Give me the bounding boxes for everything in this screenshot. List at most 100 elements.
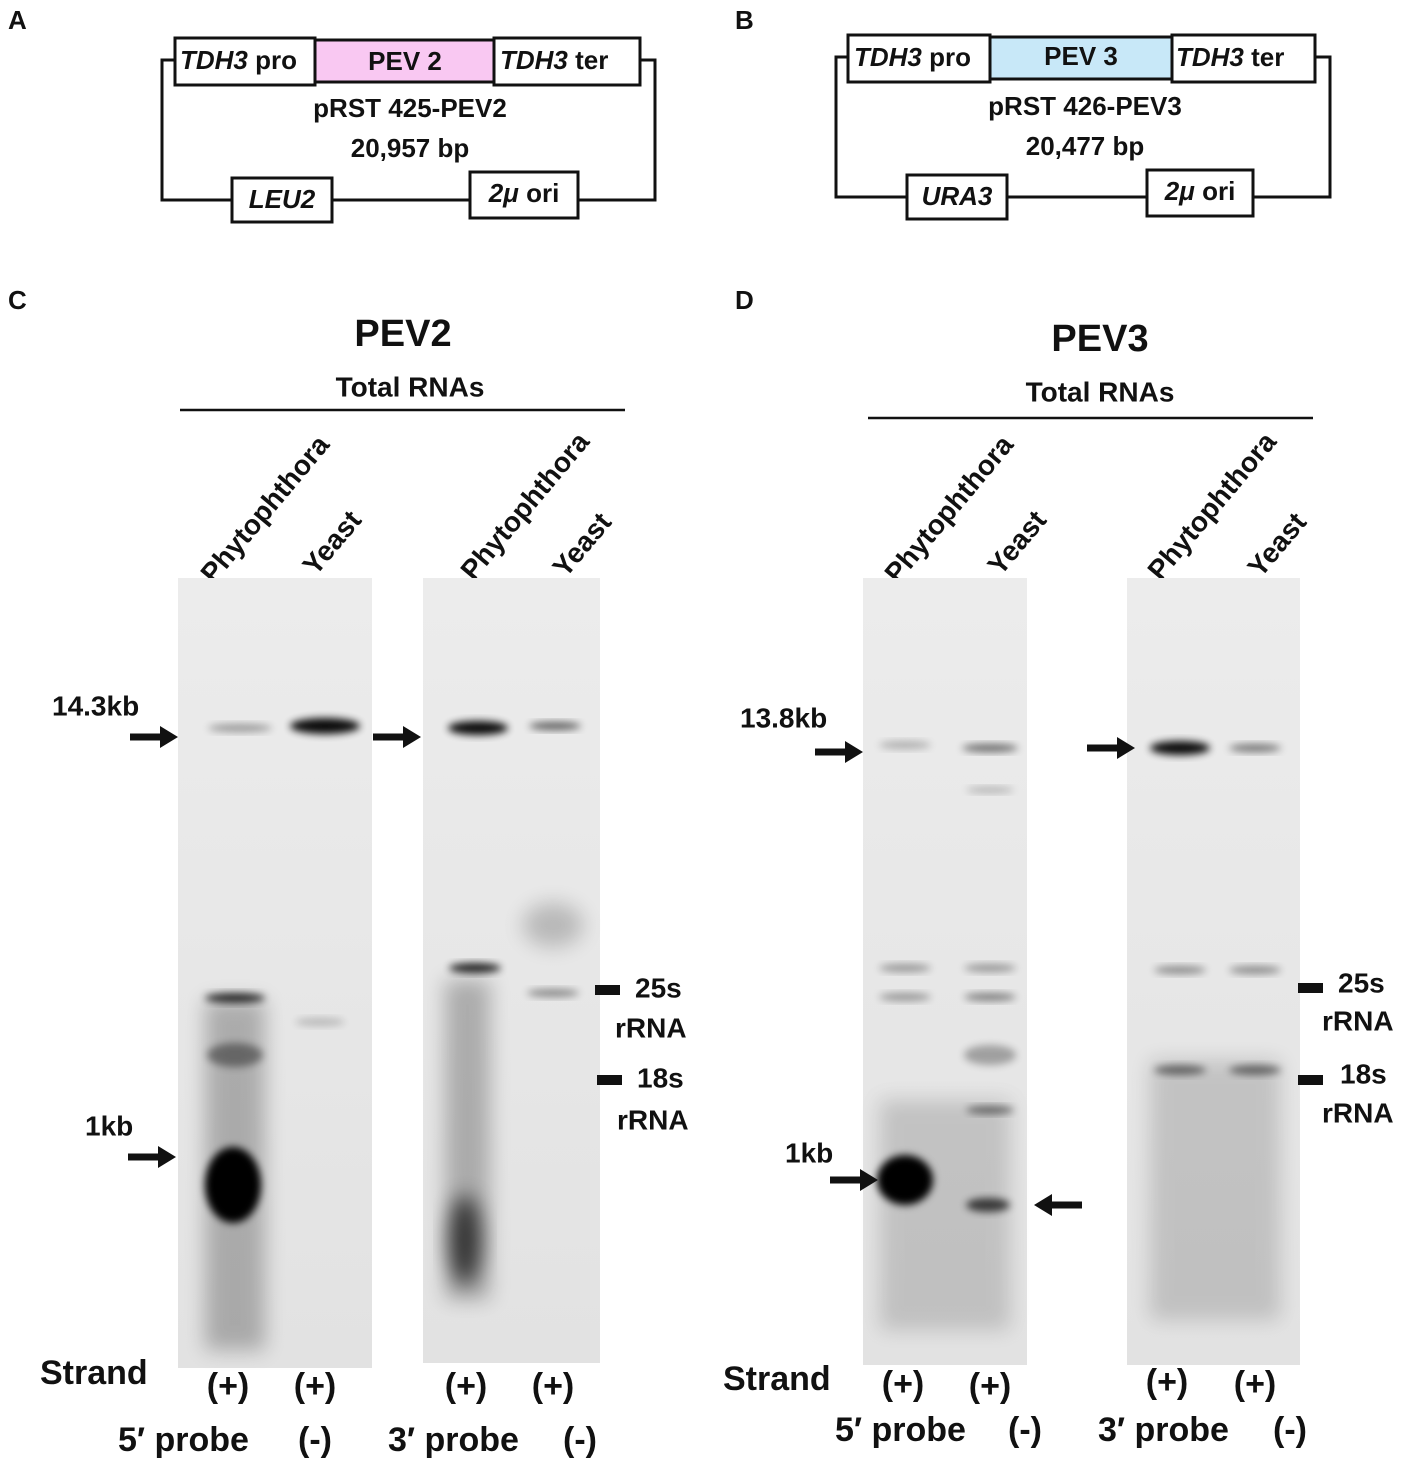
band [529, 722, 581, 730]
band [966, 787, 1014, 793]
band [527, 989, 579, 997]
probe-name: 5′ probe [118, 1421, 249, 1459]
band [964, 993, 1016, 1001]
band [523, 903, 583, 947]
band [966, 1198, 1010, 1212]
origin-box [468, 170, 580, 220]
rrna-label: rRNA [617, 1104, 689, 1135]
band [295, 1018, 345, 1026]
band [1229, 744, 1281, 752]
arrow [815, 741, 863, 763]
marker-label: URA3 [922, 181, 993, 211]
band [879, 993, 931, 1001]
band [1229, 966, 1281, 974]
suffix: pro [929, 42, 971, 72]
marker-box [905, 173, 1009, 221]
rrna-dash [595, 985, 620, 995]
rrna-name: 25s [635, 972, 682, 1003]
blot-subtitle: Total RNAs [1026, 376, 1175, 407]
rrna-label: rRNA [1322, 1005, 1394, 1036]
band [1150, 741, 1210, 755]
insert-label: PEV 2 [368, 46, 442, 76]
band [208, 724, 272, 732]
terminator-box [1170, 33, 1317, 84]
probe-sign: (-) [298, 1421, 332, 1459]
plasmid-name: pRST 425-PEV2 [313, 93, 507, 123]
prefix: 2μ [488, 178, 519, 208]
blot-title: PEV2 [354, 313, 451, 355]
size-marker: 13.8kb [740, 702, 827, 733]
terminator-label: TDH3 ter [1176, 42, 1284, 72]
strand: (+) [1234, 1365, 1277, 1403]
rrna-label: rRNA [1322, 1097, 1394, 1128]
promoter-box [173, 36, 317, 87]
suffix: ori [526, 178, 559, 208]
band [1154, 966, 1206, 974]
lane-label: Yeast [1242, 507, 1313, 583]
gene: TDH3 [180, 45, 248, 75]
band [205, 1147, 261, 1223]
suffix: ter [575, 45, 608, 75]
plasmid-name: pRST 426-PEV3 [988, 91, 1182, 121]
origin-label: 2μ ori [488, 178, 560, 208]
suffix: ori [1202, 176, 1235, 206]
arrow [1034, 1194, 1082, 1216]
band [448, 721, 508, 735]
plasmid-size: 20,477 bp [1026, 131, 1145, 161]
band [207, 1043, 263, 1067]
panel-letter: B [735, 5, 754, 35]
smear [880, 1100, 1010, 1330]
promoter-box [846, 33, 992, 84]
marker-label: LEU2 [249, 184, 316, 214]
size-marker: 14.3kb [52, 690, 139, 721]
size-marker: 1kb [785, 1137, 833, 1168]
band [877, 1155, 933, 1205]
strand: (+) [969, 1367, 1012, 1405]
lane-label: Yeast [297, 505, 368, 581]
rrna-name: 25s [1338, 967, 1385, 998]
strand: (+) [207, 1367, 250, 1405]
gel [863, 578, 1027, 1365]
strand-label: Strand [40, 1354, 148, 1392]
rrna-name: 18s [637, 1062, 684, 1093]
probe-sign: (-) [563, 1421, 597, 1459]
strand: (+) [445, 1367, 488, 1405]
gel [423, 578, 600, 1363]
band [964, 964, 1016, 972]
terminator-label: TDH3 ter [500, 45, 608, 75]
rrna-label: rRNA [615, 1012, 687, 1043]
insert-box [313, 38, 496, 84]
band [449, 1195, 481, 1285]
rrna-name: 18s [1340, 1058, 1387, 1089]
arrow [128, 1146, 176, 1168]
rrna-dash [597, 1075, 622, 1085]
band [879, 741, 931, 749]
plasmid-wire [834, 55, 1332, 199]
suffix: pro [255, 45, 297, 75]
strand: (+) [294, 1367, 337, 1405]
strand: (+) [1146, 1363, 1189, 1401]
panel-letter: A [8, 5, 27, 35]
panel-letter: D [735, 285, 754, 315]
blot-title: PEV3 [1051, 318, 1148, 360]
arrow [130, 726, 178, 748]
band [290, 718, 360, 734]
promoter-label: TDH3 pro [180, 45, 297, 75]
insert-label: PEV 3 [1044, 41, 1118, 71]
smear [1150, 1060, 1280, 1320]
gene: TDH3 [1176, 42, 1244, 72]
blot-subtitle: Total RNAs [336, 371, 485, 402]
plasmid-wire [160, 58, 657, 202]
probe-name: 3′ probe [1098, 1411, 1229, 1449]
arrow [373, 726, 421, 748]
strand: (+) [532, 1367, 575, 1405]
strand: (+) [882, 1365, 925, 1403]
gel [178, 578, 372, 1368]
strand-label: Strand [723, 1360, 831, 1398]
origin-box [1145, 168, 1255, 218]
gel [1127, 578, 1300, 1365]
lane-label: Yeast [982, 505, 1053, 581]
rrna-dash [1298, 983, 1323, 993]
band [879, 964, 931, 972]
